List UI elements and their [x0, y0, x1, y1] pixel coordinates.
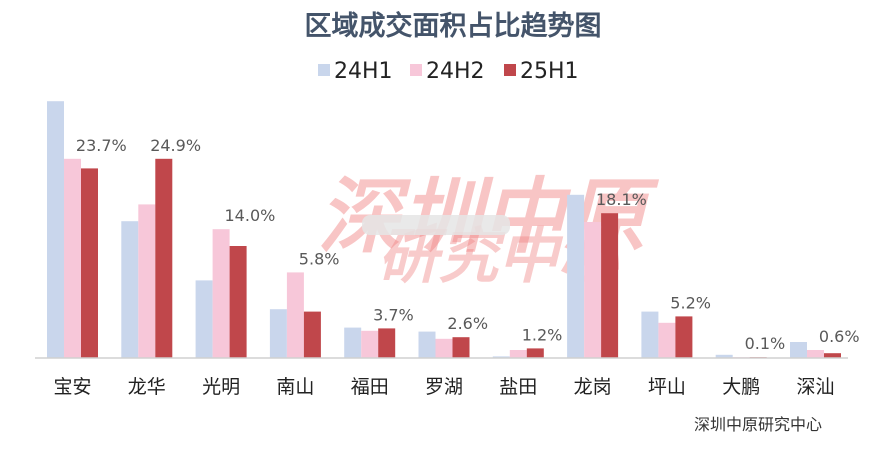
bar-24H2-南山 [286, 272, 304, 358]
bar-25H1-南山 [303, 311, 321, 358]
bar-24H1-盐田 [492, 356, 510, 358]
bar-24H1-深汕 [790, 342, 807, 358]
bar-25H1-坪山 [675, 316, 693, 358]
bar-24H2-盐田 [509, 350, 527, 358]
bar-25H1-罗湖 [452, 337, 470, 358]
bar-24H1-福田 [344, 327, 362, 358]
data-label-龙岗: 18.1% [596, 190, 647, 209]
legend-swatch-24H1 [318, 64, 330, 76]
bar-24H1-坪山 [641, 311, 659, 358]
x-tick-龙华: 龙华 [128, 376, 166, 398]
source-label: 深圳中原研究中心 [694, 415, 822, 434]
bar-25H1-福田 [378, 328, 396, 358]
legend-swatch-24H2 [410, 64, 422, 76]
bar-25H1-光明 [229, 246, 247, 358]
bar-24H2-龙华 [138, 204, 156, 358]
data-label-深汕: 0.6% [819, 327, 860, 346]
x-tick-福田: 福田 [351, 376, 389, 398]
x-tick-罗湖: 罗湖 [425, 376, 463, 398]
bar-24H2-福田 [361, 330, 379, 358]
x-tick-光明: 光明 [202, 376, 240, 398]
legend-label-24H1: 24H1 [334, 59, 393, 84]
x-tick-坪山: 坪山 [648, 376, 686, 398]
bar-24H1-大鹏 [715, 354, 733, 358]
bar-24H2-坪山 [658, 322, 676, 358]
x-tick-龙岗: 龙岗 [574, 376, 612, 398]
legend-label-24H2: 24H2 [426, 59, 485, 84]
data-label-龙华: 24.9% [150, 136, 201, 155]
bar-24H1-南山 [269, 309, 287, 358]
bars [47, 101, 841, 358]
bar-24H1-宝安 [47, 101, 64, 358]
data-label-南山: 5.8% [299, 249, 340, 268]
data-label-大鹏: 0.1% [745, 334, 786, 353]
chart-title: 区域成交面积占比趋势图 [305, 10, 602, 42]
x-tick-深汕: 深汕 [796, 376, 834, 398]
x-tick-南山: 南山 [276, 376, 314, 398]
data-label-宝安: 23.7% [76, 136, 127, 155]
legend-label-25H1: 25H1 [520, 59, 579, 84]
bar-24H2-罗湖 [435, 338, 453, 358]
bar-24H2-光明 [212, 229, 230, 358]
bar-25H1-盐田 [526, 348, 544, 358]
legend: 24H1 24H2 25H1 [318, 59, 579, 84]
legend-swatch-25H1 [504, 64, 516, 76]
bar-24H1-龙岗 [567, 194, 585, 358]
bar-24H2-龙岗 [584, 222, 602, 358]
bar-24H1-光明 [195, 280, 213, 358]
bar-24H1-罗湖 [418, 331, 436, 358]
data-label-光明: 14.0% [225, 206, 276, 225]
data-label-坪山: 5.2% [670, 293, 711, 312]
x-tick-大鹏: 大鹏 [722, 376, 760, 398]
x-tick-宝安: 宝安 [53, 376, 91, 398]
x-axis-ticks: 宝安 龙华 光明 南山 福田 罗湖 盐田 龙岗 坪山 大鹏 深汕 [53, 376, 834, 398]
bar-25H1-深汕 [824, 353, 841, 358]
data-label-罗湖: 2.6% [447, 314, 488, 333]
bar-24H1-龙华 [121, 221, 139, 358]
bar-24H2-深汕 [807, 350, 824, 358]
data-label-盐田: 1.2% [522, 325, 563, 344]
bar-25H1-龙华 [155, 158, 173, 358]
data-labels: 23.7% 24.9% 14.0% 5.8% 3.7% 2.6% 1.2% 18.1% 5.2%… [76, 136, 860, 353]
bar-24H2-宝安 [64, 158, 81, 358]
watermark-blur-patch [362, 215, 510, 235]
data-label-福田: 3.7% [373, 305, 414, 324]
bar-25H1-龙岗 [601, 213, 619, 358]
x-tick-盐田: 盐田 [499, 376, 537, 398]
bar-25H1-宝安 [81, 168, 98, 358]
